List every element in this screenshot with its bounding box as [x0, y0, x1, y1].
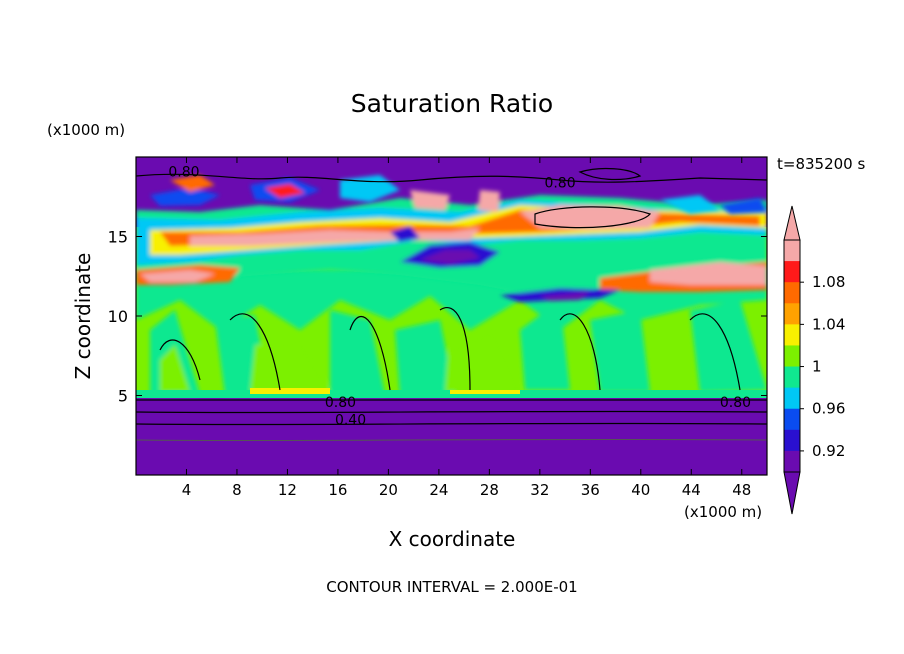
y-unit-label: (x1000 m) [47, 121, 125, 139]
contour-lines [136, 167, 767, 442]
x-tick-label: 16 [328, 481, 347, 499]
x-tick-label: 12 [278, 481, 297, 499]
y-tick-label: 15 [108, 228, 128, 247]
contour-interval-note: CONTOUR INTERVAL = 2.000E-01 [326, 578, 577, 596]
x-tick-label: 32 [530, 481, 549, 499]
y-axis: 5 10 15 [108, 228, 767, 406]
colorbar-segment [784, 282, 800, 304]
colorbar-over-arrow [783, 205, 801, 241]
x-axis: 4 8 12 16 20 24 28 32 36 40 44 48 [182, 157, 751, 499]
y-axis-label: Z coordinate [71, 253, 95, 380]
colorbar-tick-label: 0.92 [812, 442, 845, 460]
colorbar-segment [784, 261, 800, 283]
contour-label: 0.80 [720, 395, 751, 411]
colorbar-segment [784, 240, 800, 262]
upper-layer-texture [150, 175, 767, 214]
colorbar-tick-label: 1.04 [812, 315, 845, 333]
colorbar-segment [784, 366, 800, 389]
x-tick-label: 24 [429, 481, 448, 499]
contour-label: 0.80 [325, 395, 356, 411]
colorbar-segment [784, 303, 800, 325]
x-tick-label: 4 [182, 481, 192, 499]
contour-label: 0.80 [544, 175, 575, 191]
x-tick-label: 36 [581, 481, 600, 499]
colorbar-frame [783, 239, 801, 473]
colorbar-segment [784, 345, 800, 368]
y-tick-label: 10 [108, 307, 128, 326]
x-tick-label: 44 [682, 481, 701, 499]
colorbar-under-arrow [783, 471, 801, 515]
time-label: t=835200 s [777, 155, 865, 173]
contour-label: 0.80 [168, 164, 199, 180]
chart-title: Saturation Ratio [351, 89, 553, 118]
lower-dry-region [136, 397, 767, 475]
surface-yellow-patches [250, 388, 520, 394]
x-tick-label: 48 [732, 481, 751, 499]
x-tick-label: 40 [631, 481, 650, 499]
colorbar-segment [784, 387, 800, 410]
colorbar-segment [784, 429, 800, 452]
x-tick-label: 8 [232, 481, 242, 499]
colorbar-segment [784, 450, 800, 473]
colorbar-tick-label: 0.96 [812, 400, 845, 418]
mid-layer-texture [136, 268, 767, 395]
x-unit-label: (x1000 m) [684, 503, 762, 521]
y-tick-label: 5 [118, 387, 128, 406]
x-tick-label: 28 [480, 481, 499, 499]
colorbar-segment [784, 324, 800, 346]
colorbar: 0.92 0.96 1 1.04 1.08 [783, 205, 845, 515]
colorbar-tick-label: 1.08 [812, 273, 845, 291]
moist-band [136, 190, 767, 302]
colorbar-segment [784, 408, 800, 431]
contour-value-labels: 0.800.800.80 0.800.40 [168, 164, 751, 428]
x-axis-label: X coordinate [389, 527, 516, 551]
contour-label: 0.40 [335, 412, 366, 428]
colorbar-tick-label: 1 [812, 358, 822, 376]
plot-area [136, 157, 767, 475]
x-tick-label: 20 [379, 481, 398, 499]
